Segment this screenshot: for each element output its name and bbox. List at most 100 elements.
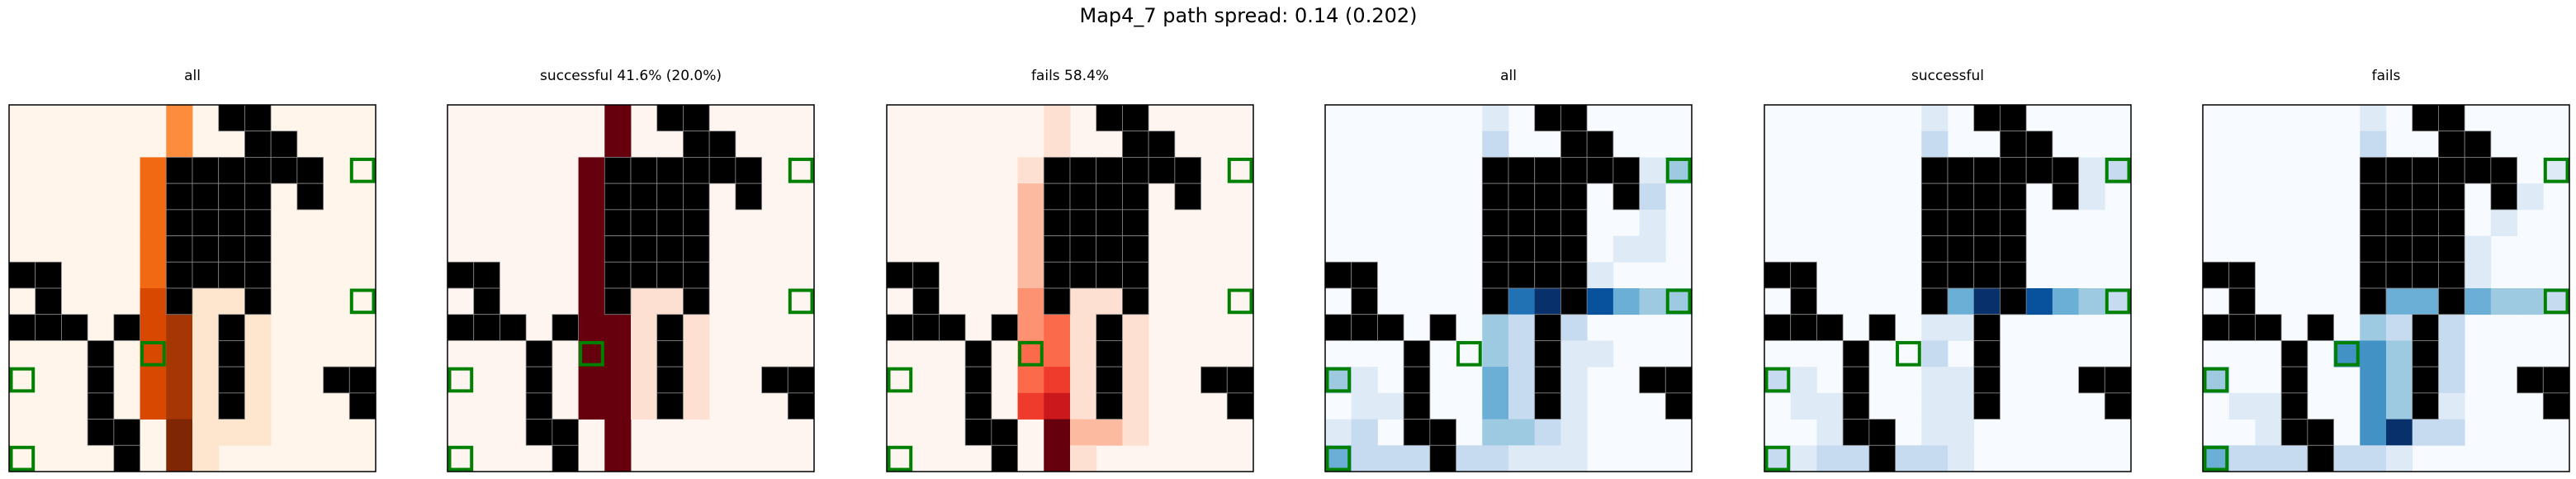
wall-cell (2307, 314, 2334, 341)
wall-cell (2412, 366, 2439, 394)
wall-cell (2307, 419, 2334, 446)
wall-cell (218, 235, 245, 263)
wall-cell (683, 287, 710, 315)
heatmap-cell (604, 340, 632, 368)
target-marker (2543, 288, 2569, 315)
wall-cell (244, 209, 272, 236)
wall-cell (1096, 340, 1123, 368)
wall-cell (1586, 157, 1614, 184)
wall-cell (1920, 183, 1949, 211)
heatmap-cell (2281, 445, 2308, 472)
heatmap-cell (1816, 445, 1844, 472)
wall-cell (1096, 235, 1123, 263)
heatmap-cell (2360, 130, 2387, 158)
wall-cell (2000, 130, 2027, 158)
wall-cell (2385, 209, 2413, 236)
wall-cell (1973, 314, 2001, 341)
target-marker (1227, 157, 1253, 183)
wall-cell (87, 340, 115, 368)
wall-cell (2412, 157, 2439, 184)
heatmap-cell (166, 340, 193, 368)
wall-cell (1790, 314, 1817, 341)
wall-cell (244, 183, 272, 211)
panel-title: successful 41.6% (20.0%) (540, 68, 722, 84)
wall-cell (1534, 183, 1561, 211)
wall-cell (656, 157, 684, 184)
heatmap-cell (1377, 392, 1404, 420)
panels: all successful 41.6% (20.0%) fails 58.4% al… (8, 68, 2570, 472)
wall-cell (1508, 183, 1536, 211)
wall-cell (2000, 183, 2027, 211)
wall-cell (1920, 287, 1949, 315)
heatmap-cell (1948, 392, 1975, 420)
target-marker (9, 367, 36, 393)
wall-cell (1324, 314, 1352, 341)
heatmap-cell (1560, 314, 1588, 341)
wall-cell (165, 157, 193, 184)
heatmap-cell (2543, 288, 2570, 315)
heatmap-cell (1587, 340, 1614, 368)
wall-cell (2025, 130, 2053, 158)
wall-cell (1639, 366, 1666, 394)
heatmap-cell (1534, 288, 1561, 315)
wall-cell (2228, 287, 2256, 315)
wall-cell (1612, 157, 1640, 184)
wall-cell (1122, 130, 1149, 158)
wall-cell (2307, 444, 2334, 472)
wall-cell (1560, 130, 1588, 158)
wall-cell (2280, 392, 2308, 420)
target-marker (887, 367, 913, 393)
wall-cell (656, 183, 684, 211)
heatmap-cell (2465, 235, 2492, 263)
wall-cell (656, 209, 684, 236)
heatmap-cell (604, 392, 632, 420)
heatmap-cell (1639, 183, 1666, 211)
heatmap-cell (1665, 288, 1693, 315)
heatmap-cell (1044, 130, 1071, 158)
wall-cell (2255, 314, 2282, 341)
heatmap-cell (2360, 105, 2387, 132)
wall-cell (323, 366, 350, 394)
heatmap-cell (192, 445, 220, 472)
wall-cell (1790, 261, 1817, 289)
heatmap-cell (604, 367, 632, 394)
wall-cell (683, 209, 710, 236)
wall-cell (2385, 183, 2413, 211)
heatmap-cell (683, 314, 710, 341)
heatmap-cell (2228, 445, 2256, 472)
target-marker (2543, 157, 2569, 183)
wall-cell (1481, 261, 1509, 289)
wall-cell (2385, 157, 2413, 184)
wall-cell (683, 183, 710, 211)
wall-cell (1868, 419, 1896, 446)
wall-cell (683, 130, 710, 158)
heatmap-cell (1612, 235, 1640, 263)
wall-cell (2464, 157, 2492, 184)
wall-cell (1377, 314, 1404, 341)
heatmap-cell (1560, 367, 1588, 394)
wall-cell (87, 419, 115, 446)
wall-cell (296, 183, 324, 211)
wall-cell (2228, 314, 2256, 341)
target-marker (349, 288, 376, 315)
heatmap-cell (2490, 288, 2517, 315)
wall-cell (1429, 314, 1456, 341)
wall-cell (2517, 366, 2544, 394)
heatmap-cell (578, 340, 605, 368)
wall-cell (270, 157, 298, 184)
wall-cell (1973, 209, 2001, 236)
heatmap-cell (2105, 288, 2132, 315)
wall-cell (630, 261, 658, 289)
heatmap-cell (1973, 288, 2001, 315)
heatmap-cell (2255, 419, 2282, 446)
heatmap-cell (1017, 367, 1044, 394)
wall-cell (2280, 419, 2308, 446)
heatmap-cell (1534, 419, 1561, 446)
wall-cell (2438, 104, 2465, 132)
wall-cell (2412, 314, 2439, 341)
heatmap-cell (578, 183, 605, 211)
target-marker (2105, 157, 2131, 183)
wall-cell (165, 209, 193, 236)
heatmap-cell (1017, 314, 1044, 341)
heatmap-cell (1122, 314, 1149, 341)
